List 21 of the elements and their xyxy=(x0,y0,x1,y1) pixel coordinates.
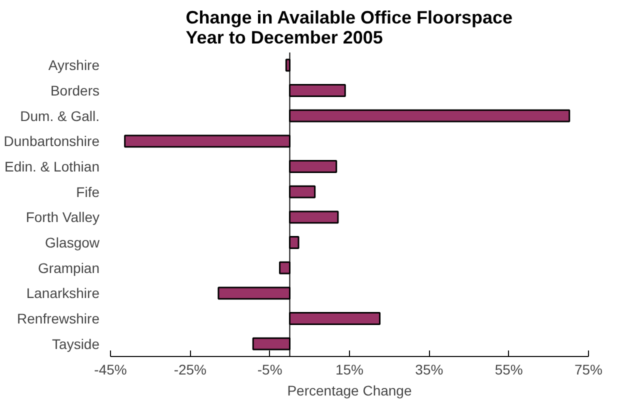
y-tick-label: Lanarkshire xyxy=(26,285,100,302)
x-tick-label: 35% xyxy=(415,362,444,378)
y-tick-label: Tayside xyxy=(52,336,100,352)
y-tick-label: Borders xyxy=(50,82,100,98)
x-tick-label: -25% xyxy=(174,362,207,378)
x-tick-label: -5% xyxy=(257,362,282,378)
y-tick-label: Renfrewshire xyxy=(17,310,100,326)
x-axis-title: Percentage Change xyxy=(287,382,412,398)
y-tick-label: Dunbartonshire xyxy=(4,133,100,150)
x-tick-label: 55% xyxy=(494,362,523,378)
x-tick-label: -45% xyxy=(94,362,127,378)
y-tick-label: Forth Valley xyxy=(26,209,100,226)
y-tick-label: Grampian xyxy=(38,260,100,276)
x-tick-label: 15% xyxy=(335,362,364,378)
x-tick-label: 75% xyxy=(574,362,603,378)
y-tick-label: Dum. & Gall. xyxy=(20,108,100,124)
y-tick-label: Glasgow xyxy=(45,234,100,250)
y-tick-label: Edin. & Lothian xyxy=(4,158,100,174)
y-tick-label: Ayrshire xyxy=(48,57,100,74)
chart-title: Change in Available Office Floorspace Year to December 2005 xyxy=(186,8,513,48)
y-tick-label: Fife xyxy=(76,184,100,200)
